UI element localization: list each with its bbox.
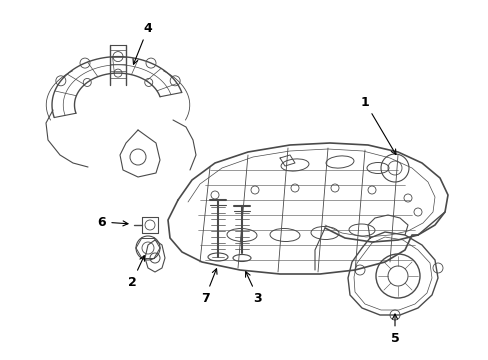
- Text: 6: 6: [98, 216, 128, 229]
- Text: 3: 3: [245, 272, 262, 305]
- Text: 2: 2: [127, 256, 144, 288]
- Text: 1: 1: [360, 95, 395, 154]
- Text: 7: 7: [200, 269, 217, 305]
- Text: 4: 4: [133, 22, 152, 64]
- Text: 5: 5: [390, 314, 399, 345]
